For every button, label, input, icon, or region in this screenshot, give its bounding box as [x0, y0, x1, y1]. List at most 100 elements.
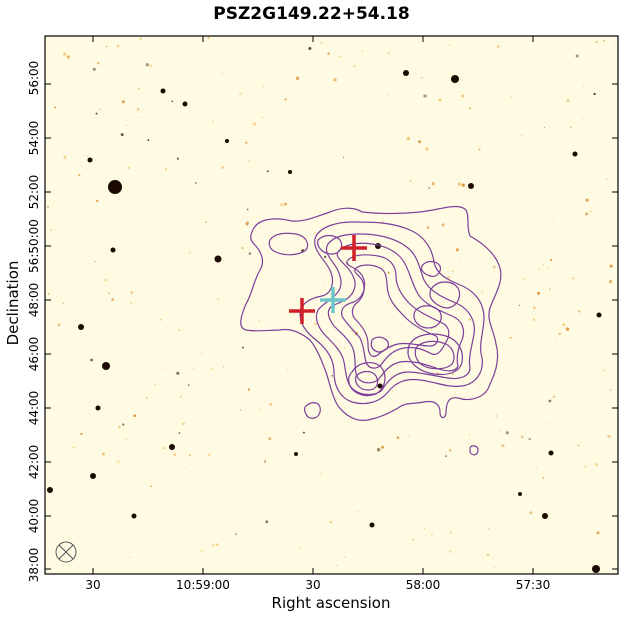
noise-speck [153, 383, 156, 386]
noise-speck [200, 353, 202, 355]
noise-speck [505, 431, 509, 435]
noise-speck [548, 399, 552, 403]
noise-speck [241, 246, 244, 250]
noise-speck [284, 202, 287, 206]
noise-speck [313, 322, 317, 326]
noise-speck [80, 432, 83, 436]
noise-speck [509, 336, 512, 339]
noise-speck [101, 452, 105, 456]
contour [315, 233, 475, 396]
noise-speck [66, 55, 71, 59]
contour [407, 333, 463, 376]
noise-speck [537, 291, 541, 295]
noise-speck [269, 402, 273, 406]
contour [469, 445, 479, 456]
contour [429, 281, 461, 309]
noise-speck [192, 368, 194, 370]
noise-speck [137, 87, 141, 90]
noise-speck [247, 388, 250, 391]
noise-speck [188, 251, 191, 254]
noise-speck [235, 533, 238, 536]
star [468, 183, 474, 189]
noise-speck [217, 298, 220, 300]
noise-speck [409, 180, 412, 183]
noise-speck [386, 301, 389, 303]
noise-speck [393, 100, 396, 103]
noise-speck [412, 538, 414, 541]
noise-speck [449, 550, 452, 553]
noise-speck [478, 148, 481, 151]
noise-speck [451, 270, 454, 273]
star [47, 487, 53, 493]
noise-speck [245, 141, 248, 144]
noise-speck [546, 266, 548, 269]
noise-speck [239, 92, 242, 96]
noise-speck [241, 346, 244, 349]
noise-speck [448, 44, 451, 47]
noise-speck [343, 156, 345, 159]
plot-title: PSZ2G149.22+54.18 [213, 4, 410, 24]
star [451, 75, 459, 83]
y-tick-label: 56:00 [27, 60, 41, 96]
noise-speck [266, 170, 269, 173]
noise-speck [130, 291, 133, 294]
noise-speck [121, 100, 125, 104]
marker-cyan [320, 287, 346, 313]
noise-speck [57, 323, 61, 327]
noise-speck [614, 45, 616, 47]
noise-speck [258, 408, 261, 411]
noise-speck [571, 276, 575, 280]
noise-speck [499, 430, 501, 432]
noise-speck [532, 306, 536, 310]
noise-speck [308, 47, 312, 50]
noise-speck [104, 278, 108, 282]
noise-speck [585, 212, 588, 216]
noise-speck [210, 367, 214, 370]
noise-speck [125, 124, 128, 127]
star [169, 444, 175, 450]
noise-speck [585, 198, 589, 202]
noise-speck [459, 256, 462, 259]
y-tick-label: 52:00 [27, 174, 41, 210]
noise-speck [418, 140, 422, 144]
noise-speck [329, 520, 333, 524]
noise-speck [245, 221, 249, 225]
noise-speck [450, 531, 453, 534]
noise-speck [160, 318, 162, 321]
contour-outer [240, 205, 502, 421]
noise-speck [324, 255, 327, 258]
noise-speck [362, 340, 365, 342]
noise-speck [182, 422, 185, 426]
noise-speck [90, 358, 94, 362]
noise-speck [302, 431, 305, 434]
noise-speck [116, 44, 120, 48]
star [518, 492, 522, 496]
noise-speck [596, 531, 600, 535]
noise-speck [111, 298, 114, 301]
noise-speck [386, 93, 389, 96]
noise-speck [222, 366, 224, 368]
noise-speck [204, 221, 207, 224]
y-tick-label: 46:00 [27, 336, 41, 372]
x-tick-label: 58:00 [405, 578, 441, 592]
noise-speck [86, 155, 89, 158]
star [108, 180, 122, 194]
noise-speck [145, 397, 148, 399]
noise-speck [299, 547, 301, 550]
noise-speck [187, 384, 190, 386]
noise-speck [445, 455, 448, 457]
noise-speck [221, 166, 224, 169]
stars [47, 70, 602, 573]
star [288, 170, 292, 174]
noise-speck [418, 41, 420, 43]
star [110, 247, 116, 253]
noise-speck [468, 318, 472, 321]
noise-speck [606, 178, 608, 180]
noise-speck [566, 99, 570, 102]
noise-speck [428, 187, 431, 189]
noise-speck [125, 438, 128, 441]
noise-speck [215, 543, 219, 546]
noise-speck [308, 499, 310, 501]
star [542, 513, 548, 519]
noise-speck [240, 409, 242, 411]
